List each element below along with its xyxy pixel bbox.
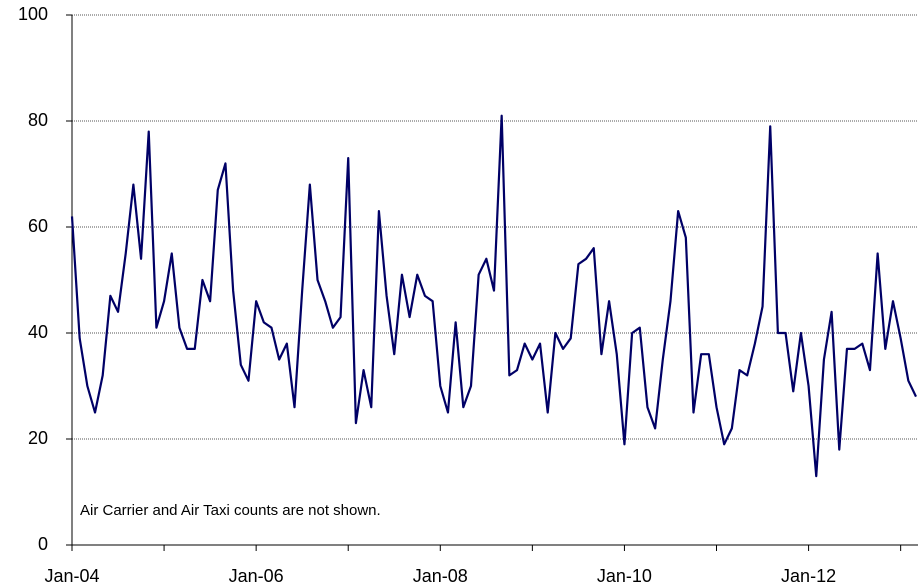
- y-tick-label: 80: [28, 110, 48, 130]
- x-tick-label: Jan-08: [413, 566, 468, 586]
- x-tick-label: Jan-06: [229, 566, 284, 586]
- x-tick-label: Jan-10: [597, 566, 652, 586]
- y-tick-label: 20: [28, 428, 48, 448]
- y-tick-label: 100: [18, 4, 48, 24]
- line-series: [70, 114, 917, 478]
- annotation: Air Carrier and Air Taxi counts are not …: [80, 502, 381, 519]
- x-tick-label: Jan-12: [781, 566, 836, 586]
- y-tick-label: 0: [38, 534, 48, 554]
- y-tick-label: 40: [28, 322, 48, 342]
- y-tick-label: 60: [28, 216, 48, 236]
- x-tick-label: Jan-04: [44, 566, 99, 586]
